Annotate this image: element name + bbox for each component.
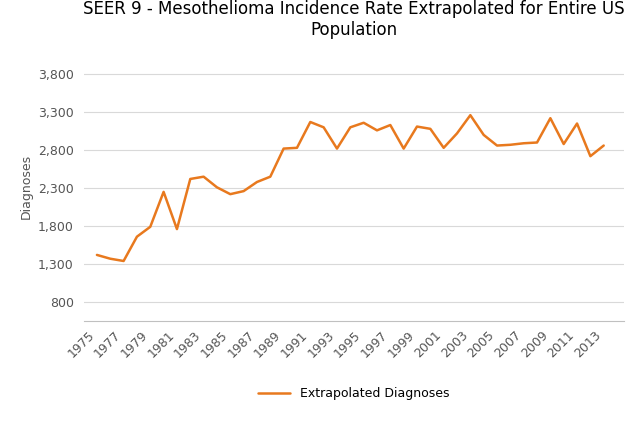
Extrapolated Diagnoses <box>560 142 568 147</box>
Extrapolated Diagnoses <box>400 146 408 151</box>
Extrapolated Diagnoses <box>347 125 354 130</box>
Extrapolated Diagnoses <box>186 176 194 181</box>
Extrapolated Diagnoses <box>360 120 368 125</box>
Extrapolated Diagnoses <box>573 121 581 126</box>
Extrapolated Diagnoses <box>586 154 594 159</box>
Extrapolated Diagnoses <box>266 174 274 179</box>
Extrapolated Diagnoses <box>240 189 248 194</box>
Extrapolated Diagnoses <box>533 140 541 145</box>
Title: SEER 9 - Mesothelioma Incidence Rate Extrapolated for Entire US
Population: SEER 9 - Mesothelioma Incidence Rate Ext… <box>83 0 624 39</box>
Extrapolated Diagnoses <box>333 146 341 151</box>
Extrapolated Diagnoses <box>466 113 474 118</box>
Extrapolated Diagnoses <box>320 125 327 130</box>
Extrapolated Diagnoses <box>133 234 141 239</box>
Extrapolated Diagnoses <box>426 126 434 131</box>
Extrapolated Diagnoses <box>253 179 261 184</box>
Legend: Extrapolated Diagnoses: Extrapolated Diagnoses <box>258 386 449 400</box>
Extrapolated Diagnoses <box>520 141 527 146</box>
Extrapolated Diagnoses <box>280 146 287 151</box>
Extrapolated Diagnoses <box>120 259 127 264</box>
Y-axis label: Diagnoses: Diagnoses <box>19 154 32 219</box>
Extrapolated Diagnoses <box>600 143 608 148</box>
Extrapolated Diagnoses <box>200 174 208 179</box>
Extrapolated Diagnoses <box>386 122 394 128</box>
Extrapolated Diagnoses <box>173 226 181 232</box>
Extrapolated Diagnoses <box>147 224 154 229</box>
Extrapolated Diagnoses <box>413 124 421 129</box>
Extrapolated Diagnoses <box>293 145 301 150</box>
Extrapolated Diagnoses <box>507 142 514 147</box>
Extrapolated Diagnoses <box>159 189 167 194</box>
Extrapolated Diagnoses <box>213 185 221 190</box>
Extrapolated Diagnoses <box>373 128 381 133</box>
Line: Extrapolated Diagnoses: Extrapolated Diagnoses <box>97 115 604 261</box>
Extrapolated Diagnoses <box>307 119 314 125</box>
Extrapolated Diagnoses <box>226 192 234 197</box>
Extrapolated Diagnoses <box>493 143 501 148</box>
Extrapolated Diagnoses <box>93 253 101 258</box>
Extrapolated Diagnoses <box>453 131 461 136</box>
Extrapolated Diagnoses <box>480 132 487 137</box>
Extrapolated Diagnoses <box>106 256 114 261</box>
Extrapolated Diagnoses <box>440 145 448 150</box>
Extrapolated Diagnoses <box>547 116 554 121</box>
